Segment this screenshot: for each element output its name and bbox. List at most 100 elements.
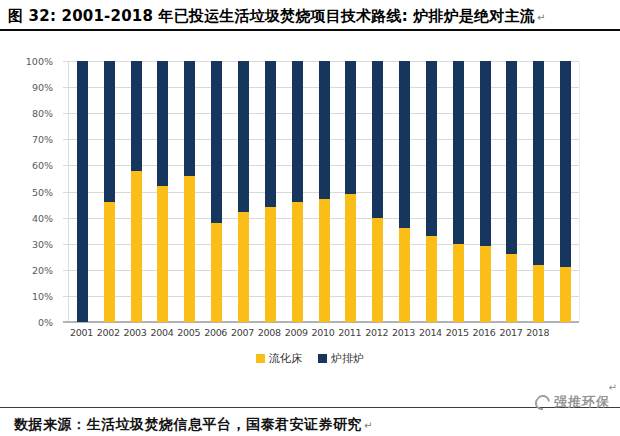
bar-slot-2018 <box>525 61 552 322</box>
figure-title: 图 32: 2001-2018 年已投运生活垃圾焚烧项目技术路线: 炉排炉是绝对… <box>8 7 535 25</box>
bar-slot-2003 <box>123 61 150 322</box>
segment-grate-furnace <box>104 61 115 202</box>
bar-slot-2008 <box>257 61 284 322</box>
segment-fluidized-bed <box>453 244 464 322</box>
segment-grate-furnace <box>372 61 383 218</box>
legend-swatch-icon <box>256 354 265 363</box>
segment-fluidized-bed <box>319 199 330 322</box>
stacked-bar <box>533 61 544 322</box>
stacked-bar <box>319 61 330 322</box>
x-tick-label-2012: 2012 <box>363 327 390 338</box>
stacked-bar <box>211 61 222 322</box>
title-underline <box>0 29 620 31</box>
bar-slot-2009 <box>284 61 311 322</box>
segment-grate-furnace <box>184 61 195 176</box>
segment-grate-furnace <box>560 61 571 267</box>
x-axis: 2001200220032004200520062007200820092010… <box>68 327 578 338</box>
segment-grate-furnace <box>77 61 88 322</box>
segment-grate-furnace <box>319 61 330 199</box>
x-tick-label-2016: 2016 <box>471 327 498 338</box>
segment-fluidized-bed <box>560 267 571 322</box>
source-caption-row: 数据来源：生活垃圾焚烧信息平台，国泰君安证券研究↵ <box>14 414 372 434</box>
stacked-bar <box>184 61 195 322</box>
segment-grate-furnace <box>238 61 249 212</box>
source-caption: 数据来源：生活垃圾焚烧信息平台，国泰君安证券研究 <box>14 417 362 432</box>
segment-fluidized-bed <box>426 236 437 322</box>
y-tick-label: 20% <box>32 264 53 275</box>
y-tick-label: 100% <box>26 56 53 67</box>
segment-fluidized-bed <box>345 194 356 322</box>
bar-slot-2001 <box>69 61 96 322</box>
x-tick-label-empty <box>551 327 578 338</box>
stacked-bar <box>238 61 249 322</box>
segment-grate-furnace <box>345 61 356 194</box>
y-tick-label: 70% <box>32 134 53 145</box>
y-tick-label: 30% <box>32 238 53 249</box>
segment-fluidized-bed <box>211 223 222 322</box>
legend-swatch-icon <box>318 354 327 363</box>
x-tick-label-2002: 2002 <box>95 327 122 338</box>
plot-area <box>68 61 580 322</box>
x-tick-label-2013: 2013 <box>390 327 417 338</box>
stacked-bar <box>265 61 276 322</box>
paragraph-mark-icon: ↵ <box>364 420 372 431</box>
segment-fluidized-bed <box>265 207 276 322</box>
segment-grate-furnace <box>292 61 303 202</box>
x-tick-label-2006: 2006 <box>202 327 229 338</box>
bar-slot-extra <box>552 61 579 322</box>
x-tick-label-2003: 2003 <box>122 327 149 338</box>
bar-slot-2004 <box>150 61 177 322</box>
segment-grate-furnace <box>506 61 517 254</box>
chart-legend: 流化床 炉排炉 <box>0 351 620 366</box>
bar-slot-2007 <box>230 61 257 322</box>
bar-slot-2017 <box>499 61 526 322</box>
bar-slot-2002 <box>96 61 123 322</box>
bar-series <box>69 61 579 322</box>
x-tick-label-2015: 2015 <box>444 327 471 338</box>
stacked-bar <box>506 61 517 322</box>
x-tick-label-2018: 2018 <box>524 327 551 338</box>
x-tick-label-2014: 2014 <box>417 327 444 338</box>
stacked-bar <box>399 61 410 322</box>
y-tick-label: 60% <box>32 160 53 171</box>
stacked-bar <box>560 61 571 322</box>
bar-slot-2011 <box>337 61 364 322</box>
bar-slot-2005 <box>176 61 203 322</box>
x-tick-label-2004: 2004 <box>149 327 176 338</box>
y-tick-label: 50% <box>32 186 53 197</box>
segment-grate-furnace <box>399 61 410 228</box>
x-tick-label-2010: 2010 <box>310 327 337 338</box>
stacked-bar <box>131 61 142 322</box>
y-tick-label: 40% <box>32 212 53 223</box>
segment-fluidized-bed <box>506 254 517 322</box>
bar-slot-2006 <box>203 61 230 322</box>
y-tick-label: 90% <box>32 82 53 93</box>
report-figure-page: 图 32: 2001-2018 年已投运生活垃圾焚烧项目技术路线: 炉排炉是绝对… <box>0 0 620 436</box>
paragraph-mark-icon: ↵ <box>537 12 545 23</box>
segment-fluidized-bed <box>104 202 115 322</box>
segment-fluidized-bed <box>238 212 249 322</box>
segment-fluidized-bed <box>533 265 544 322</box>
stacked-bar <box>372 61 383 322</box>
stacked-bar <box>292 61 303 322</box>
legend-item: 炉排炉 <box>318 351 364 366</box>
segment-grate-furnace <box>533 61 544 265</box>
figure-header: 图 32: 2001-2018 年已投运生活垃圾焚烧项目技术路线: 炉排炉是绝对… <box>8 6 616 26</box>
y-tick-label: 10% <box>32 290 53 301</box>
segment-fluidized-bed <box>480 246 491 322</box>
x-tick-label-2008: 2008 <box>256 327 283 338</box>
bar-slot-2016 <box>472 61 499 322</box>
bar-slot-2013 <box>391 61 418 322</box>
stacked-bar <box>480 61 491 322</box>
legend-label: 流化床 <box>269 351 302 366</box>
segment-grate-furnace <box>265 61 276 207</box>
x-tick-label-2011: 2011 <box>336 327 363 338</box>
stacked-bar <box>453 61 464 322</box>
segment-fluidized-bed <box>157 186 168 322</box>
y-tick-label: 0% <box>38 317 53 328</box>
bar-slot-2012 <box>364 61 391 322</box>
x-tick-label-2005: 2005 <box>175 327 202 338</box>
segment-fluidized-bed <box>372 218 383 322</box>
x-tick-label-2001: 2001 <box>68 327 95 338</box>
bar-slot-2010 <box>311 61 338 322</box>
